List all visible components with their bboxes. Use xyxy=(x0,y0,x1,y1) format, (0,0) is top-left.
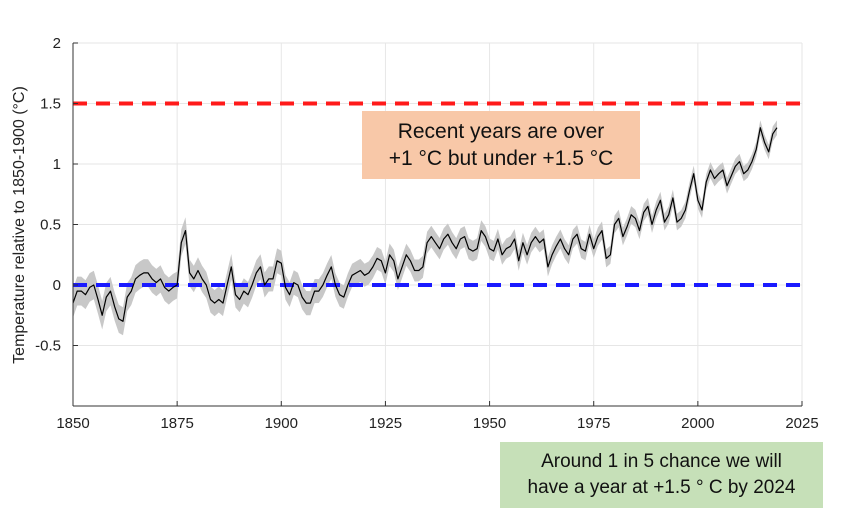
y-tick-label: 0.5 xyxy=(40,217,61,234)
y-tick-label: 2 xyxy=(53,35,61,52)
annotation-upper-line-1: Recent years are over xyxy=(397,120,605,143)
grid xyxy=(72,42,803,406)
annotation-upper: Recent years are over +1 °C but under +1… xyxy=(362,111,640,179)
y-tick-label: 1 xyxy=(53,156,61,173)
annotation-lower-line-2: have a year at +1.5 ° C by 2024 xyxy=(527,477,796,498)
annotation-lower-line-1: Around 1 in 5 chance we will xyxy=(541,451,782,472)
y-tick-label: 0 xyxy=(53,277,61,294)
y-tick-label: 1.5 xyxy=(40,96,61,113)
annotation-lower: Around 1 in 5 chance we will have a year… xyxy=(500,442,823,508)
x-tick-label: 1975 xyxy=(577,415,610,432)
x-tick-label: 1875 xyxy=(160,415,193,432)
x-tick-label: 1925 xyxy=(369,415,402,432)
temperature-series xyxy=(72,127,778,322)
annotation-upper-line-2: +1 °C but under +1.5 °C xyxy=(388,147,614,170)
tick-labels: 1850 1875 1900 1925 1950 1975 2000 2025 -0.5 0 0.5… xyxy=(35,35,819,432)
uncertainty-band xyxy=(73,120,777,336)
x-tick-label: 2000 xyxy=(681,415,714,432)
temperature-line xyxy=(72,127,778,322)
axes xyxy=(72,42,803,407)
y-tick-label: -0.5 xyxy=(35,338,61,355)
x-tick-label: 1950 xyxy=(473,415,506,432)
x-tick-label: 1850 xyxy=(56,415,89,432)
uncertainty-band-area xyxy=(73,120,777,336)
reference-lines xyxy=(73,101,802,287)
x-tick-label: 2025 xyxy=(785,415,818,432)
y-axis-label: Temperature relative to 1850-1900 (°C) xyxy=(11,86,28,364)
x-tick-label: 1900 xyxy=(265,415,298,432)
